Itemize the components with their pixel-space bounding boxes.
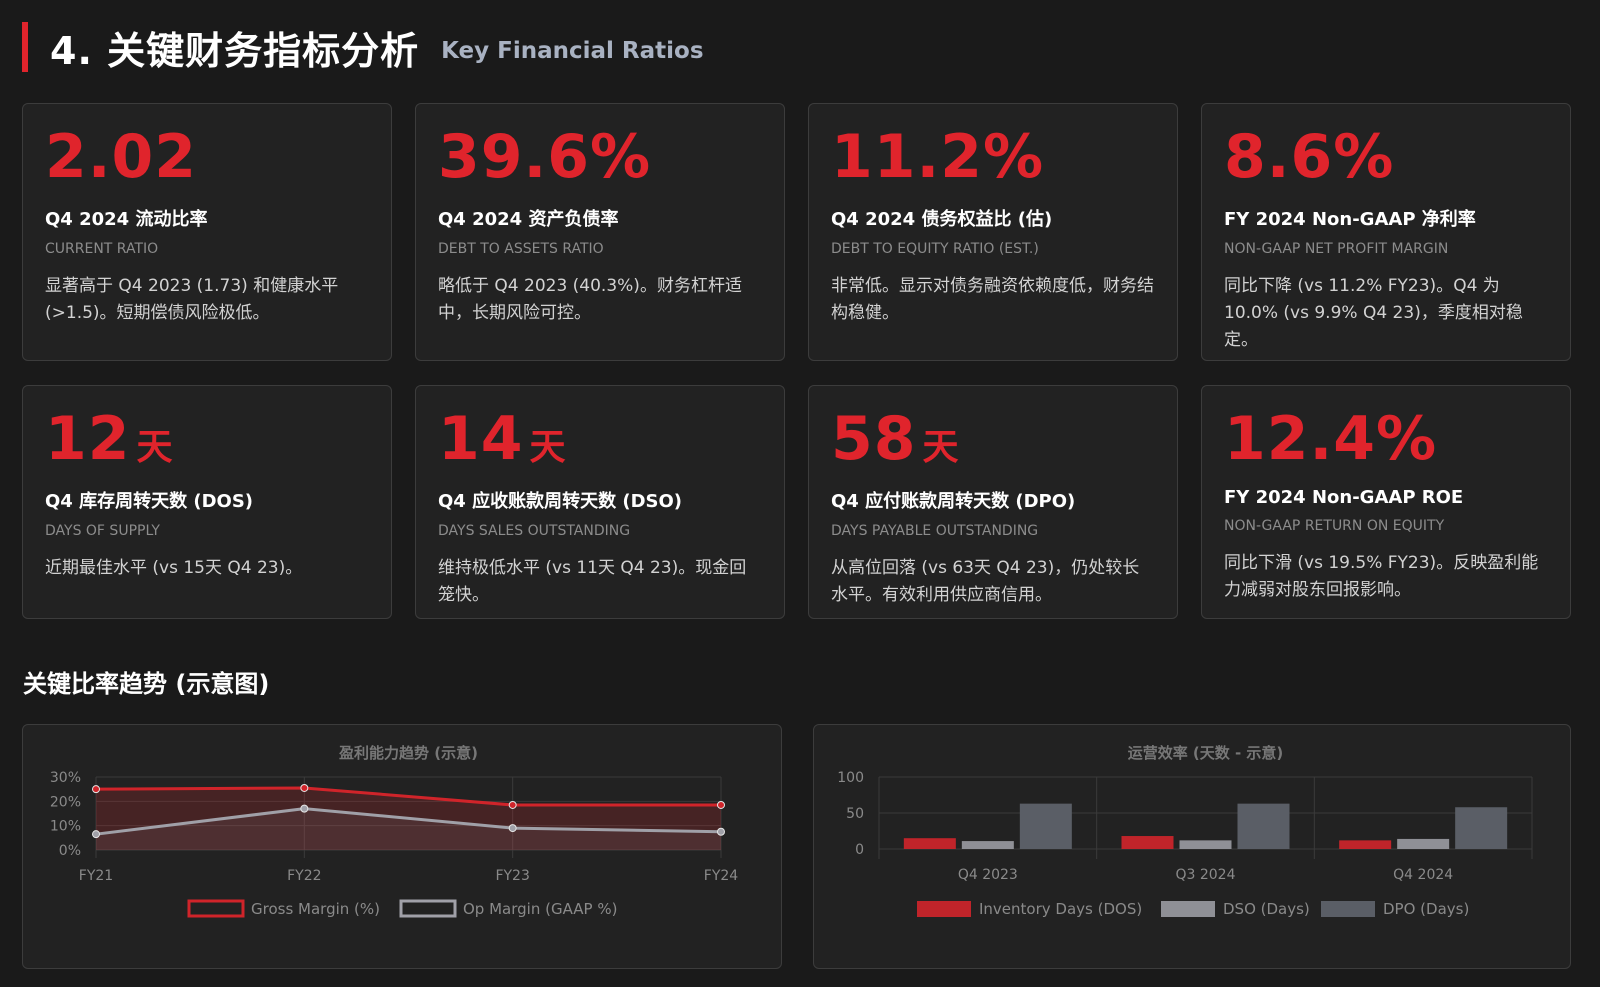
metric-value: 11.2% bbox=[831, 122, 1045, 192]
accent-bar bbox=[22, 22, 28, 72]
metric-value: 8.6% bbox=[1224, 122, 1395, 192]
legend-label: Gross Margin (%) bbox=[251, 900, 380, 918]
legend-label: Inventory Days (DOS) bbox=[979, 900, 1142, 918]
page-subtitle: Key Financial Ratios bbox=[441, 38, 704, 64]
x-tick-label: Q3 2024 bbox=[1175, 867, 1235, 883]
chart-title: 运营效率 (天数 - 示意) bbox=[1128, 744, 1284, 762]
y-tick-label: 20% bbox=[50, 794, 81, 810]
data-point bbox=[508, 800, 517, 809]
legend-swatch bbox=[399, 899, 457, 918]
metric-description: 从高位回落 (vs 63天 Q4 23)，仍处较长水平。有效利用供应商信用。 bbox=[831, 558, 1140, 605]
legend-label: Op Margin (GAAP %) bbox=[463, 900, 617, 918]
x-tick-label: Q4 2024 bbox=[1393, 867, 1453, 883]
series-line bbox=[95, 786, 721, 807]
metric-card-dpo: 58 天 Q4 应付账款周转天数 (DPO) DAYS PAYABLE OUTST… bbox=[808, 385, 1178, 619]
metric-value: 58 天 bbox=[831, 404, 960, 474]
bar bbox=[1121, 836, 1174, 849]
metric-label: Q4 2024 债务权益比 (估) bbox=[831, 209, 1053, 230]
chart-title: 盈利能力趋势 (示意) bbox=[338, 744, 478, 762]
metric-label: FY 2024 Non-GAAP ROE bbox=[1224, 487, 1464, 508]
y-tick-label: 0% bbox=[59, 843, 81, 859]
bar bbox=[1397, 838, 1450, 849]
metric-english-label: CURRENT RATIO bbox=[45, 241, 159, 257]
metric-card-current-ratio: 2.02 Q4 2024 流动比率 CURRENT RATIO 显著高于 Q4 … bbox=[22, 103, 392, 361]
metric-description: 略低于 Q4 2023 (40.3%)。财务杠杆适中，长期风险可控。 bbox=[438, 276, 742, 323]
metric-label: Q4 库存周转天数 (DOS) bbox=[45, 491, 254, 512]
metric-english-label: NON-GAAP RETURN ON EQUITY bbox=[1224, 518, 1445, 534]
y-tick-label: 0 bbox=[855, 842, 864, 858]
metric-english-label: DAYS OF SUPPLY bbox=[45, 523, 160, 539]
metric-description: 同比下降 (vs 11.2% FY23)。Q4 为 10.0% (vs 9.9%… bbox=[1224, 276, 1523, 350]
metric-card-roe: 12.4% FY 2024 Non-GAAP ROE NON-GAAP RETU… bbox=[1201, 385, 1571, 619]
y-tick-label: 50 bbox=[846, 806, 864, 822]
efficiency-bar-chart: 运营效率 (天数 - 示意) 0 50 100 Q4 2023 Q3 2024 Q4 202… bbox=[837, 744, 1533, 918]
metric-english-label: DEBT TO ASSETS RATIO bbox=[438, 241, 604, 257]
metric-english-label: DAYS SALES OUTSTANDING bbox=[438, 523, 631, 539]
data-point bbox=[717, 800, 725, 809]
section-header: 4. 关键财务指标分析 Key Financial Ratios bbox=[22, 22, 704, 73]
metric-value: 39.6% bbox=[438, 122, 652, 192]
data-point bbox=[717, 827, 725, 836]
trend-section-title: 关键比率趋势 (示意图) bbox=[23, 670, 270, 698]
legend-swatch bbox=[1321, 901, 1375, 917]
metric-label: Q4 2024 资产负债率 bbox=[438, 209, 619, 230]
metric-label: Q4 应付账款周转天数 (DPO) bbox=[831, 491, 1076, 512]
metric-card-dos: 12 天 Q4 库存周转天数 (DOS) DAYS OF SUPPLY 近期最佳水… bbox=[22, 385, 392, 619]
y-tick-label: 100 bbox=[837, 770, 864, 786]
y-tick-label: 30% bbox=[50, 770, 81, 786]
y-tick-label: 10% bbox=[50, 819, 81, 835]
metric-card-net-profit-margin: 8.6% FY 2024 Non-GAAP 净利率 NON-GAAP NET P… bbox=[1201, 103, 1571, 361]
legend-label: DSO (Days) bbox=[1223, 900, 1310, 918]
x-tick-label: FY22 bbox=[287, 868, 321, 884]
metric-english-label: NON-GAAP NET PROFIT MARGIN bbox=[1224, 241, 1449, 257]
metric-description: 非常低。显示对债务融资依赖度低，财务结构稳健。 bbox=[831, 276, 1154, 323]
metric-description: 维持极低水平 (vs 11天 Q4 23)。现金回笼快。 bbox=[438, 558, 747, 605]
data-point bbox=[300, 804, 309, 813]
bar bbox=[1455, 807, 1508, 849]
efficiency-chart-panel: 运营效率 (天数 - 示意) 0 50 100 Q4 2023 Q3 2024 Q4 202… bbox=[813, 724, 1571, 969]
metric-description: 近期最佳水平 (vs 15天 Q4 23)。 bbox=[45, 558, 303, 578]
x-tick-label: FY23 bbox=[495, 868, 529, 884]
x-tick-label: FY24 bbox=[704, 868, 739, 884]
series-area bbox=[96, 808, 721, 850]
metric-card-dso: 14 天 Q4 应收账款周转天数 (DSO) DAYS SALES OUTSTAN… bbox=[415, 385, 785, 619]
metric-value: 14 天 bbox=[438, 404, 567, 474]
profitability-chart-panel: 盈利能力趋势 (示意) 0% 10% 20% 30% FY21 FY22 FY23 FY24 Gr… bbox=[22, 724, 782, 969]
data-point bbox=[300, 783, 309, 792]
metric-description: 显著高于 Q4 2023 (1.73) 和健康水平 (>1.5)。短期偿债风险极… bbox=[45, 276, 339, 323]
metric-value: 12 天 bbox=[45, 404, 174, 474]
data-point bbox=[508, 824, 517, 833]
metric-value: 12.4% bbox=[1224, 404, 1438, 474]
bar bbox=[1237, 803, 1290, 849]
x-tick-label: FY21 bbox=[79, 868, 113, 884]
metric-value: 2.02 bbox=[45, 122, 198, 192]
metric-label: FY 2024 Non-GAAP 净利率 bbox=[1224, 209, 1476, 230]
bar bbox=[903, 838, 956, 849]
metric-english-label: DEBT TO EQUITY RATIO (EST.) bbox=[831, 241, 1039, 257]
legend-label: DPO (Days) bbox=[1383, 900, 1469, 918]
data-point bbox=[92, 830, 100, 839]
legend-swatch bbox=[917, 901, 971, 917]
bar bbox=[1339, 840, 1392, 849]
data-point bbox=[92, 785, 100, 794]
legend-swatch bbox=[187, 899, 245, 918]
bar bbox=[961, 841, 1014, 849]
metric-label: Q4 应收账款周转天数 (DSO) bbox=[438, 491, 683, 512]
metric-label: Q4 2024 流动比率 bbox=[45, 209, 208, 230]
x-tick-label: Q4 2023 bbox=[958, 867, 1018, 883]
metric-card-debt-to-equity: 11.2% Q4 2024 债务权益比 (估) DEBT TO EQUITY R… bbox=[808, 103, 1178, 361]
profitability-line-chart: 盈利能力趋势 (示意) 0% 10% 20% 30% FY21 FY22 FY23 FY24 Gr… bbox=[50, 744, 739, 918]
bar bbox=[1179, 840, 1232, 849]
series-line bbox=[95, 807, 722, 836]
bar bbox=[1019, 803, 1072, 849]
metric-card-debt-to-assets: 39.6% Q4 2024 资产负债率 DEBT TO ASSETS RATIO… bbox=[415, 103, 785, 361]
metric-english-label: DAYS PAYABLE OUTSTANDING bbox=[831, 523, 1039, 539]
page-title: 4. 关键财务指标分析 bbox=[50, 28, 420, 73]
legend-swatch bbox=[1161, 901, 1215, 917]
metric-description: 同比下滑 (vs 19.5% FY23)。反映盈利能力减弱对股东回报影响。 bbox=[1224, 553, 1539, 600]
